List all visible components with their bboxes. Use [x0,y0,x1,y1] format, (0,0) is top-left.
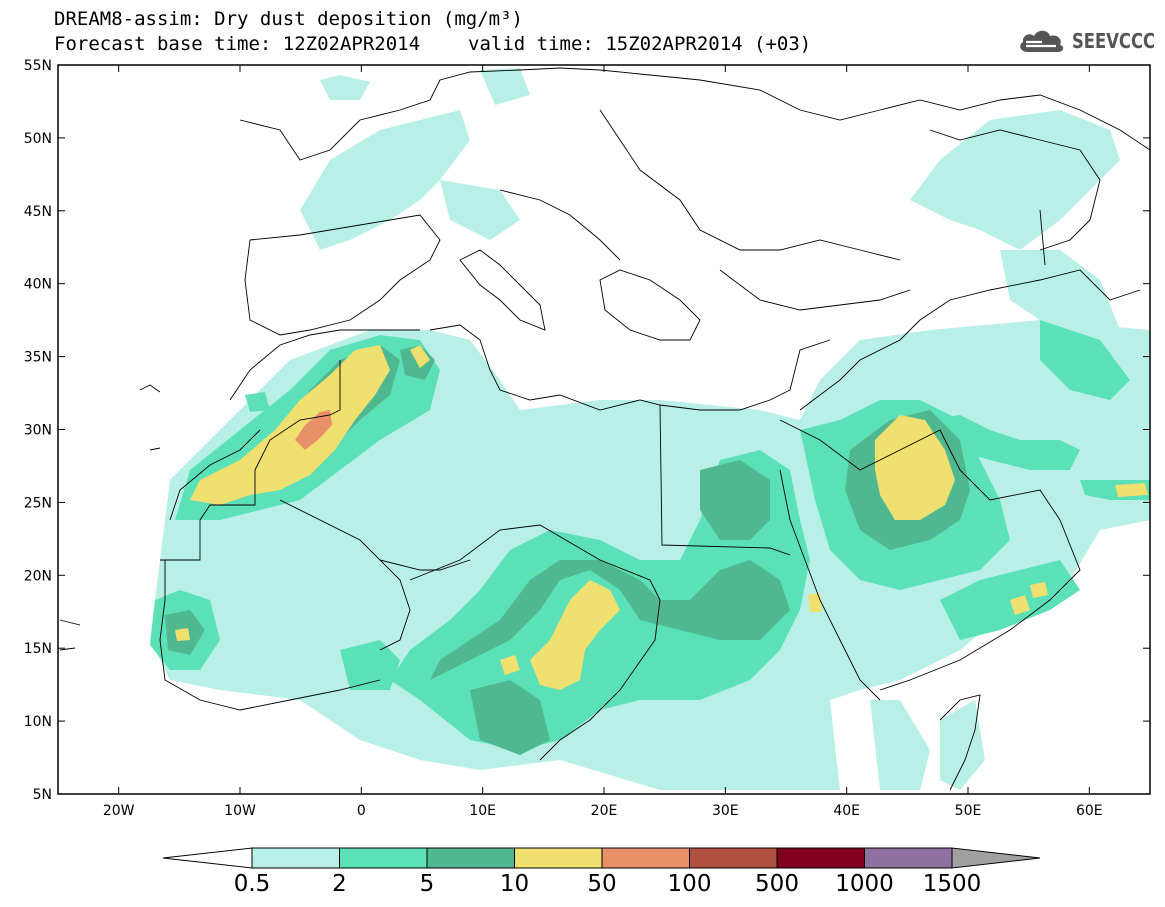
legend-swatch [776,847,865,869]
lon-tick-label: 40E [833,803,860,819]
lat-tick-label: 40N [24,277,52,293]
lon-tick-label: 10W [224,803,256,819]
legend-swatch [426,847,515,869]
lon-tick-label: 0 [357,803,366,819]
legend-label: 5 [420,871,435,897]
legend-swatch [864,847,953,869]
legend-over-arrow [951,847,1041,869]
lat-tick-label: 10N [24,714,52,730]
lon-tick-label: 20E [591,803,618,819]
lat-tick-label: 45N [24,204,52,220]
legend-swatch [514,847,603,869]
lat-tick-label: 55N [24,58,52,74]
lon-tick-label: 50E [955,803,982,819]
valid-time: valid time: 15Z02APR2014 (+03) [468,33,812,55]
legend-label: 0.5 [234,871,271,897]
legend-swatch [339,847,428,869]
legend-label: 50 [587,871,616,897]
lat-tick-label: 25N [24,495,52,511]
legend-under-arrow [162,847,253,869]
latitude-axis: 55N 50N 45N 40N 35N 30N 25N 20N 15N 10N 5N [24,58,1150,803]
legend-label: 2 [332,871,347,897]
legend-label: 500 [755,871,799,897]
color-legend: 0.5 2 5 10 50 100 500 1000 1500 [162,847,1041,897]
forecast-base-time: Forecast base time: 12Z02APR2014 [54,33,421,55]
lon-tick-label: 60E [1076,803,1103,819]
legend-label: 1000 [835,871,894,897]
legend-swatch [689,847,778,869]
contour-fields [58,65,1150,794]
legend-swatch [251,847,340,869]
lat-tick-label: 5N [33,787,52,803]
lat-tick-label: 50N [24,131,52,147]
map-subtitle: Forecast base time: 12Z02APR2014 valid ti… [54,33,811,55]
lat-tick-label: 15N [24,641,52,657]
lon-tick-label: 10E [469,803,496,819]
legend-label: 1500 [923,871,982,897]
legend-swatch [601,847,690,869]
longitude-axis: 20W 10W 0 10E 20E 30E 40E 50E 60E [103,65,1103,819]
logo-text: SEEVCCC [1072,29,1156,53]
map-title: DREAM8-assim: Dry dust deposition (mg/m³… [54,8,523,30]
legend-label: 10 [500,871,529,897]
seevccc-logo: SEEVCCC [1016,24,1165,58]
lat-tick-label: 30N [24,423,52,439]
lon-tick-label: 20W [103,803,135,819]
lat-tick-label: 20N [24,568,52,584]
lon-tick-label: 30E [712,803,739,819]
cloud-icon [1020,30,1064,52]
legend-label: 100 [668,871,712,897]
lat-tick-label: 35N [24,350,52,366]
